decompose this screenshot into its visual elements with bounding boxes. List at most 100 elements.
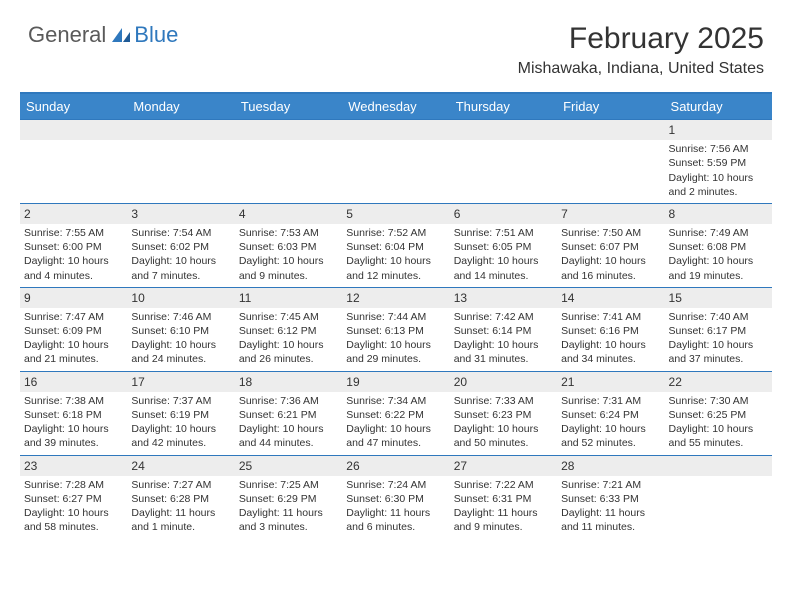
location: Mishawaka, Indiana, United States (518, 60, 764, 78)
day-number: 26 (342, 456, 449, 476)
day-number (665, 456, 772, 476)
month-title: February 2025 (518, 22, 764, 56)
day-detail: Sunrise: 7:51 AM (454, 226, 553, 240)
day-header-monday: Monday (127, 94, 234, 119)
day-cell: 9Sunrise: 7:47 AMSunset: 6:09 PMDaylight… (20, 288, 127, 371)
day-detail: Sunrise: 7:55 AM (24, 226, 123, 240)
day-detail: Sunset: 6:25 PM (669, 408, 768, 422)
day-cell: 14Sunrise: 7:41 AMSunset: 6:16 PMDayligh… (557, 288, 664, 371)
day-cell: 26Sunrise: 7:24 AMSunset: 6:30 PMDayligh… (342, 456, 449, 539)
day-cell: 1 Sunrise: 7:56 AMSunset: 5:59 PMDaylight… (665, 120, 772, 203)
day-cell: 5Sunrise: 7:52 AMSunset: 6:04 PMDaylight… (342, 204, 449, 287)
day-number: 21 (557, 372, 664, 392)
day-detail: Sunrise: 7:37 AM (131, 394, 230, 408)
day-detail: Sunrise: 7:45 AM (239, 310, 338, 324)
day-detail: Daylight: 10 hours and 39 minutes. (24, 422, 123, 450)
day-cell (20, 120, 127, 203)
day-detail: Sunrise: 7:36 AM (239, 394, 338, 408)
day-detail: Daylight: 10 hours and 31 minutes. (454, 338, 553, 366)
day-header-wednesday: Wednesday (342, 94, 449, 119)
day-cell (557, 120, 664, 203)
day-detail: Daylight: 11 hours and 6 minutes. (346, 506, 445, 534)
day-number: 22 (665, 372, 772, 392)
day-detail: Sunrise: 7:42 AM (454, 310, 553, 324)
day-cell: 16Sunrise: 7:38 AMSunset: 6:18 PMDayligh… (20, 372, 127, 455)
header: General Blue February 2025 Mishawaka, In… (0, 0, 792, 84)
week-row: 1 Sunrise: 7:56 AMSunset: 5:59 PMDaylight… (20, 119, 772, 203)
day-cell: 7Sunrise: 7:50 AMSunset: 6:07 PMDaylight… (557, 204, 664, 287)
day-detail: Daylight: 11 hours and 9 minutes. (454, 506, 553, 534)
day-number: 24 (127, 456, 234, 476)
day-detail: Sunset: 6:04 PM (346, 240, 445, 254)
week-row: 23Sunrise: 7:28 AMSunset: 6:27 PMDayligh… (20, 455, 772, 539)
day-detail: Daylight: 10 hours and 44 minutes. (239, 422, 338, 450)
day-detail: Sunrise: 7:49 AM (669, 226, 768, 240)
day-detail: Daylight: 10 hours and 7 minutes. (131, 254, 230, 282)
day-cell: 18 Sunrise: 7:36 AMSunset: 6:21 PMDayligh… (235, 372, 342, 455)
day-cell (450, 120, 557, 203)
day-cell: 3 Sunrise: 7:54 AMSunset: 6:02 PMDaylight… (127, 204, 234, 287)
title-block: February 2025 Mishawaka, Indiana, United… (518, 22, 764, 78)
day-detail: Sunrise: 7:34 AM (346, 394, 445, 408)
day-cell (235, 120, 342, 203)
day-cell (342, 120, 449, 203)
day-detail: Sunset: 5:59 PM (669, 156, 768, 170)
day-detail: Sunset: 6:05 PM (454, 240, 553, 254)
day-header-row: Sunday Monday Tuesday Wednesday Thursday… (20, 94, 772, 119)
day-detail: Sunrise: 7:31 AM (561, 394, 660, 408)
day-number: 14 (557, 288, 664, 308)
day-detail: Sunset: 6:33 PM (561, 492, 660, 506)
day-detail: Sunset: 6:18 PM (24, 408, 123, 422)
day-number: 1 (665, 120, 772, 140)
day-detail: Sunset: 6:02 PM (131, 240, 230, 254)
day-cell: 10Sunrise: 7:46 AMSunset: 6:10 PMDayligh… (127, 288, 234, 371)
day-detail: Sunset: 6:12 PM (239, 324, 338, 338)
day-detail: Sunset: 6:29 PM (239, 492, 338, 506)
day-detail: Sunset: 6:00 PM (24, 240, 123, 254)
weeks-container: 1Sunrise: 7:56 AMSunset: 5:59 PMDaylight… (20, 119, 772, 538)
day-detail: Sunset: 6:14 PM (454, 324, 553, 338)
sail-icon (110, 26, 132, 44)
day-detail: Daylight: 10 hours and 16 minutes. (561, 254, 660, 282)
day-detail: Daylight: 10 hours and 26 minutes. (239, 338, 338, 366)
day-number: 11 (235, 288, 342, 308)
day-detail: Sunrise: 7:50 AM (561, 226, 660, 240)
day-detail: Sunrise: 7:52 AM (346, 226, 445, 240)
day-detail: Daylight: 10 hours and 12 minutes. (346, 254, 445, 282)
day-detail: Sunset: 6:03 PM (239, 240, 338, 254)
day-detail: Sunrise: 7:54 AM (131, 226, 230, 240)
day-detail: Sunset: 6:21 PM (239, 408, 338, 422)
day-detail: Daylight: 10 hours and 42 minutes. (131, 422, 230, 450)
day-detail: Sunrise: 7:40 AM (669, 310, 768, 324)
day-number: 7 (557, 204, 664, 224)
day-detail: Sunset: 6:30 PM (346, 492, 445, 506)
day-number: 4 (235, 204, 342, 224)
day-number: 17 (127, 372, 234, 392)
day-detail: Sunset: 6:28 PM (131, 492, 230, 506)
day-number: 23 (20, 456, 127, 476)
day-detail: Sunrise: 7:27 AM (131, 478, 230, 492)
day-detail: Sunrise: 7:28 AM (24, 478, 123, 492)
day-detail: Sunset: 6:17 PM (669, 324, 768, 338)
day-number: 18 (235, 372, 342, 392)
day-number: 20 (450, 372, 557, 392)
day-number: 2 (20, 204, 127, 224)
day-detail: Sunrise: 7:56 AM (669, 142, 768, 156)
day-detail: Sunrise: 7:41 AM (561, 310, 660, 324)
week-row: 16Sunrise: 7:38 AMSunset: 6:18 PMDayligh… (20, 371, 772, 455)
day-number: 8 (665, 204, 772, 224)
day-number: 16 (20, 372, 127, 392)
day-number: 19 (342, 372, 449, 392)
day-detail: Daylight: 10 hours and 52 minutes. (561, 422, 660, 450)
day-number: 3 (127, 204, 234, 224)
day-cell: 27Sunrise: 7:22 AMSunset: 6:31 PMDayligh… (450, 456, 557, 539)
day-number: 25 (235, 456, 342, 476)
day-number: 13 (450, 288, 557, 308)
day-number (557, 120, 664, 140)
day-number: 12 (342, 288, 449, 308)
day-detail: Sunset: 6:24 PM (561, 408, 660, 422)
day-header-saturday: Saturday (665, 94, 772, 119)
day-detail: Daylight: 10 hours and 2 minutes. (669, 171, 768, 199)
day-header-sunday: Sunday (20, 94, 127, 119)
day-cell: 19Sunrise: 7:34 AMSunset: 6:22 PMDayligh… (342, 372, 449, 455)
